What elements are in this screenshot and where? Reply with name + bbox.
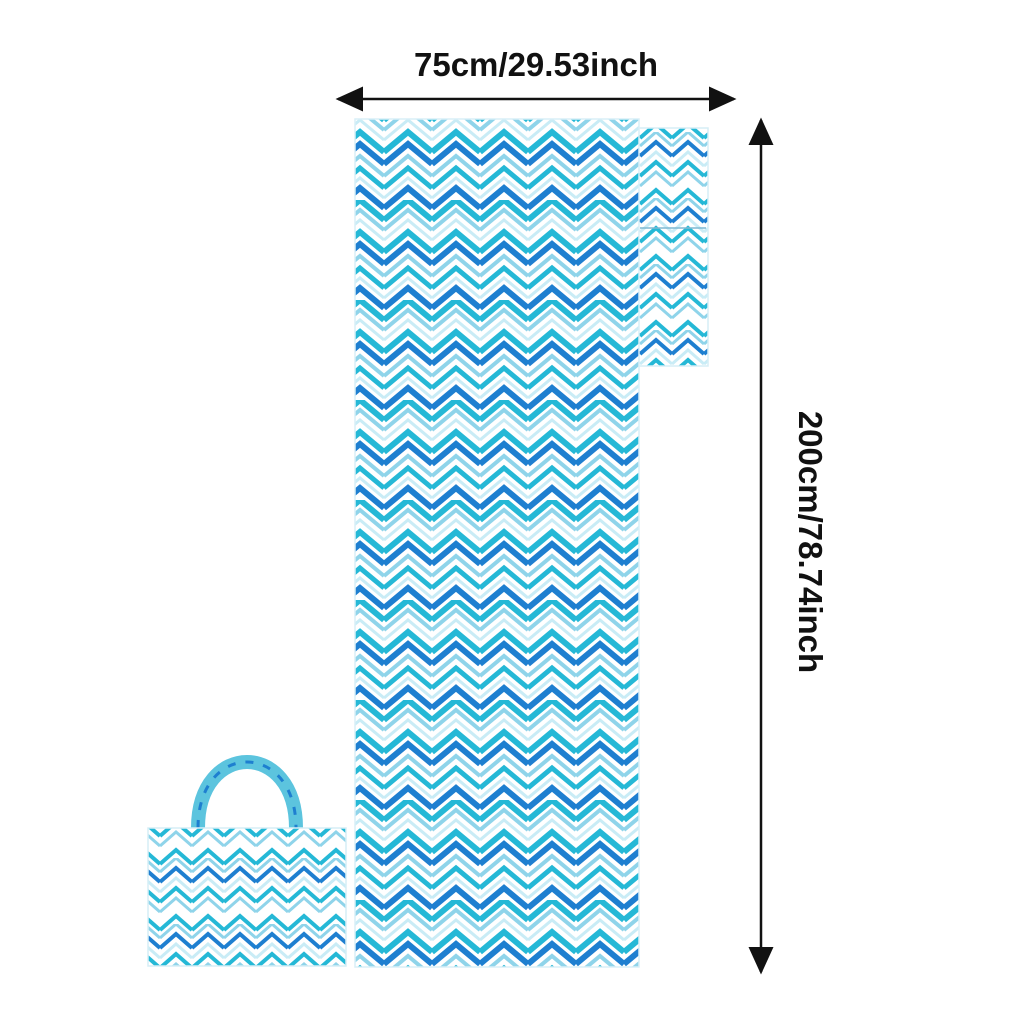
width-dimension-label: 75cm/29.53inch xyxy=(414,46,658,83)
height-dimension-label: 200cm/78.74inch xyxy=(792,410,829,674)
beach-mat xyxy=(354,118,640,968)
pillow xyxy=(637,127,709,367)
tote-bag xyxy=(147,755,347,967)
